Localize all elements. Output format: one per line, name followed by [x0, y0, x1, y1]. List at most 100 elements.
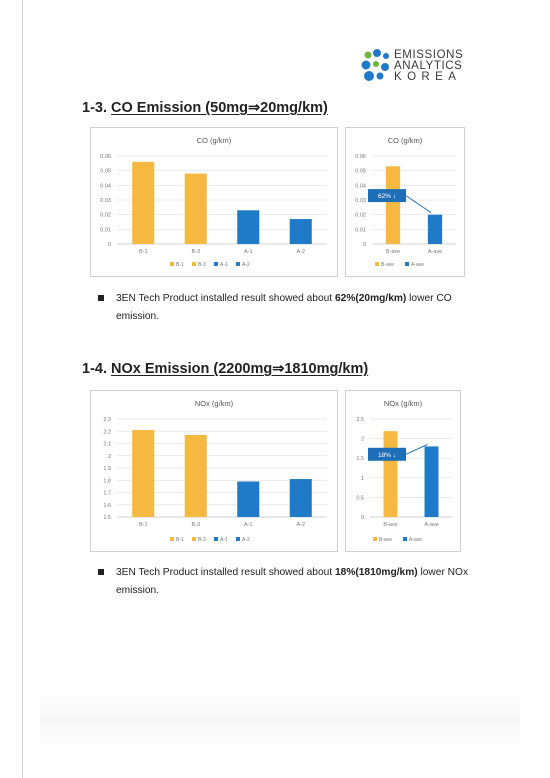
bullet-text-before: 3EN Tech Product installed result showed… — [116, 293, 335, 304]
legend-swatch — [170, 262, 174, 266]
y-tick-label: 0.02 — [100, 213, 111, 219]
y-tick-label: 0.06 — [100, 154, 111, 160]
y-tick-label: 2 — [108, 454, 111, 460]
y-tick-label: 1.9 — [103, 466, 111, 472]
x-tick-label: A-1 — [244, 522, 253, 528]
reduction-badge — [368, 189, 406, 203]
nox-detail-chart: NOx (g/km) 1.5 1.6 1.7 1.8 1.9 2 2.1 2.2 2.3 B-1 B-… — [103, 399, 327, 543]
y-tick-label: 0.05 — [100, 169, 111, 175]
bar-b-1 — [132, 161, 155, 244]
y-tick-label: 0.05 — [355, 169, 366, 175]
legend-label: A-ave — [409, 537, 422, 543]
legend-swatch — [214, 537, 218, 541]
chart-title: CO (g/km) — [388, 136, 423, 145]
nox-detail-chart-panel: NOx (g/km) 1.5 1.6 1.7 1.8 1.9 2 2.1 2.2 2.3 B-1 B-… — [90, 390, 338, 552]
section-title-co: 1-3. CO Emission (50mg⇒20mg/km) — [82, 100, 328, 116]
bullet-text-after: lower CO emission. — [116, 293, 452, 322]
nox-average-chart-panel: NOx (g/km) 0 0.5 1 1.5 2 2.5 B-ave A-ave B-ave A-a… — [345, 390, 461, 552]
co-average-chart: CO (g/km) 0 0.01 0.02 0.03 0.04 0.05 0.06 B-ave A… — [355, 136, 456, 268]
x-tick-label: B-3 — [191, 522, 200, 528]
bar-b-ave — [383, 431, 398, 517]
co-average-chart-panel: CO (g/km) 0 0.01 0.02 0.03 0.04 0.05 0.06 B-ave A… — [345, 127, 465, 277]
y-tick-label: 1.6 — [103, 503, 111, 509]
logo-dots-icon — [361, 49, 389, 81]
legend-swatch — [170, 537, 174, 541]
y-tick-label: 2.2 — [103, 429, 111, 435]
y-tick-label: 0 — [363, 242, 366, 248]
legend-swatch — [236, 262, 240, 266]
x-tick-label: B-ave — [386, 249, 400, 255]
y-tick-label: 0 — [361, 515, 364, 521]
reduction-label: 18% ↓ — [378, 452, 396, 459]
legend-label: A-1 — [220, 262, 228, 268]
x-tick-label: A-2 — [296, 249, 305, 255]
y-tick-label: 1.5 — [356, 456, 364, 462]
legend-label: A-ave — [411, 262, 424, 268]
logo-line-2: ANALYTICS — [394, 60, 463, 72]
reduction-connector — [405, 195, 432, 214]
reduction-label: 62% ↓ — [378, 193, 396, 200]
legend-swatch — [405, 262, 409, 266]
y-tick-label: 0.02 — [355, 213, 366, 219]
legend-swatch — [373, 537, 377, 541]
logo-line-1: EMISSIONS — [394, 49, 464, 61]
chart-title: NOx (g/km) — [195, 399, 234, 408]
chart-title: NOx (g/km) — [384, 399, 423, 408]
legend-label: B-3 — [198, 537, 206, 543]
co-detail-chart: CO (g/km) 0 0.01 0.02 0.03 0.04 0.05 0.06 B-1 B-3… — [100, 136, 327, 268]
bar-a-2 — [289, 219, 312, 244]
y-tick-label: 0.01 — [355, 227, 366, 233]
bar-a-ave — [427, 214, 443, 244]
legend-swatch — [236, 537, 240, 541]
bar-a-1 — [237, 210, 260, 244]
co-result-bullet: 3EN Tech Product installed result showed… — [98, 290, 478, 326]
co-detail-chart-panel: CO (g/km) 0 0.01 0.02 0.03 0.04 0.05 0.06 B-1 B-3… — [90, 127, 338, 277]
legend-label: B-ave — [381, 262, 394, 268]
x-tick-label: A-ave — [428, 249, 442, 255]
x-tick-label: A-1 — [244, 249, 253, 255]
logo: EMISSIONS ANALYTICS KOREA — [360, 48, 480, 84]
y-tick-label: 1.5 — [103, 515, 111, 521]
y-tick-label: 0.03 — [100, 198, 111, 204]
y-tick-label: 2.3 — [103, 417, 111, 423]
legend-label: B-1 — [176, 262, 184, 268]
legend-swatch — [403, 537, 407, 541]
legend-swatch — [192, 537, 196, 541]
bullet-text-after: lower NOx emission. — [116, 567, 469, 596]
y-tick-label: 2.5 — [356, 417, 364, 423]
bar-b-ave — [385, 166, 401, 244]
page-margin-line — [22, 0, 23, 778]
legend-swatch — [214, 262, 218, 266]
x-tick-label: B-3 — [191, 249, 200, 255]
reduction-badge — [368, 447, 406, 461]
legend-label: B-3 — [198, 262, 206, 268]
bar-a-ave — [424, 446, 439, 517]
y-tick-label: 0.06 — [355, 154, 366, 160]
bullet-text-bold: 18%(1810mg/km) — [334, 567, 418, 578]
y-tick-label: 1.7 — [103, 491, 111, 497]
y-tick-label: 0.03 — [355, 198, 366, 204]
bullet-text-bold: 62%(20mg/km) — [334, 293, 407, 304]
legend-label: B-ave — [379, 537, 392, 543]
bullet-square-icon — [98, 295, 104, 301]
legend-label: A-2 — [242, 537, 250, 543]
legend-swatch — [375, 262, 379, 266]
section-heading: NOx Emission (2200mg⇒1810mg/km) — [111, 361, 369, 377]
y-tick-label: 2 — [361, 437, 364, 443]
reduction-connector — [405, 444, 428, 455]
scan-shadow — [40, 690, 520, 750]
legend-label: A-1 — [220, 537, 228, 543]
y-tick-label: 0 — [108, 242, 111, 248]
y-tick-label: 0.01 — [100, 227, 111, 233]
bar-b-3 — [184, 434, 207, 517]
legend-label: B-1 — [176, 537, 184, 543]
chart-title: CO (g/km) — [197, 136, 232, 145]
section-title-nox: 1-4. NOx Emission (2200mg⇒1810mg/km) — [82, 361, 368, 377]
bar-a-1 — [237, 481, 260, 517]
x-tick-label: B-1 — [139, 249, 148, 255]
bullet-text-before: 3EN Tech Product installed result showed… — [116, 567, 335, 578]
nox-result-bullet: 3EN Tech Product installed result showed… — [98, 564, 478, 600]
bar-b-3 — [184, 173, 207, 244]
section-heading: CO Emission (50mg⇒20mg/km) — [111, 100, 328, 116]
y-tick-label: 1.8 — [103, 478, 111, 484]
